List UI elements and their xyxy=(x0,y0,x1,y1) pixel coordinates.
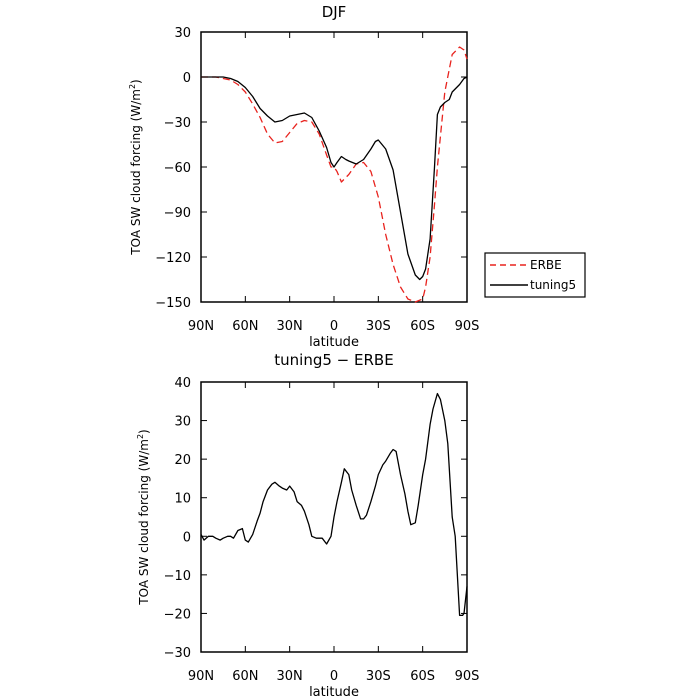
top-y-tick-label: −120 xyxy=(155,251,191,266)
bottom-chart-title: tuning5 − ERBE xyxy=(274,351,393,369)
top-x-tick-label: 0 xyxy=(330,319,338,334)
top-x-tick-label: 90N xyxy=(188,319,214,334)
top-y-axis-label: TOA SW cloud forcing (W/m2) xyxy=(128,79,143,255)
top-x-tick-label: 60N xyxy=(232,319,258,334)
bottom-series-lines xyxy=(200,392,468,617)
top-y-tick-label: −150 xyxy=(155,296,191,311)
bottom-x-tick-label: 60S xyxy=(410,669,435,684)
top-y-axis-label-superscript: 2 xyxy=(128,84,137,89)
top-x-tick-label: 90S xyxy=(455,319,480,334)
bottom-y-tick-label: 10 xyxy=(174,492,191,507)
bottom-y-tick-label: 0 xyxy=(183,530,191,545)
bottom-y-tick-label: 40 xyxy=(174,376,191,391)
legend-box xyxy=(484,252,586,298)
bottom-y-tick-label: 20 xyxy=(174,453,191,468)
top-series-line-tuning5 xyxy=(201,76,468,281)
legend-label-erbe: ERBE xyxy=(530,258,562,272)
top-series-line-erbe xyxy=(201,46,468,303)
bottom-series-line-difference xyxy=(200,392,468,617)
bottom-x-tick-label: 30S xyxy=(366,669,391,684)
bottom-y-tick-label: 30 xyxy=(174,415,191,430)
top-chart-panel: DJF latitude TOA SW cloud forcing (W/m2)… xyxy=(128,3,479,350)
bottom-x-axis-label: latitude xyxy=(309,685,359,700)
bottom-x-tick-label: 30N xyxy=(277,669,303,684)
top-axis-ticks: 90N 60N 30N 0 30S 60S 90S 30 0 −30 −60 −90 −120 −150 xyxy=(155,26,479,334)
bottom-x-tick-label: 90S xyxy=(455,669,480,684)
bottom-y-tick-label: −10 xyxy=(164,569,191,584)
top-x-axis-label: latitude xyxy=(309,335,359,350)
bottom-y-axis-label-superscript: 2 xyxy=(136,434,145,439)
top-series-lines xyxy=(201,46,468,303)
bottom-y-axis-label-close: ) xyxy=(137,429,151,434)
top-chart-title: DJF xyxy=(322,3,347,21)
top-y-tick-label: −60 xyxy=(164,161,191,176)
bottom-y-axis-label: TOA SW cloud forcing (W/m2) xyxy=(136,429,151,605)
top-y-axis-label-text: TOA SW cloud forcing (W/m xyxy=(129,89,143,256)
bottom-x-tick-label: 0 xyxy=(330,669,338,684)
top-y-axis-label-close: ) xyxy=(129,79,143,84)
top-x-tick-label: 30S xyxy=(366,319,391,334)
bottom-y-tick-label: −20 xyxy=(164,607,191,622)
top-y-tick-label: 0 xyxy=(183,71,191,86)
top-y-tick-label: −30 xyxy=(164,116,191,131)
bottom-axis-ticks: 90N 60N 30N 0 30S 60S 90S 40 30 20 10 0 −10 −20 −30 xyxy=(164,376,480,684)
top-y-tick-label: 30 xyxy=(174,26,191,41)
top-x-tick-label: 60S xyxy=(410,319,435,334)
top-y-tick-label: −90 xyxy=(164,206,191,221)
bottom-x-tick-label: 60N xyxy=(232,669,258,684)
bottom-chart-panel: tuning5 − ERBE latitude TOA SW cloud for… xyxy=(136,351,479,700)
bottom-y-tick-label: −30 xyxy=(164,646,191,661)
top-x-tick-label: 30N xyxy=(277,319,303,334)
bottom-y-axis-label-text: TOA SW cloud forcing (W/m xyxy=(137,439,151,606)
bottom-x-tick-label: 90N xyxy=(188,669,214,684)
legend-label-tuning5: tuning5 xyxy=(530,278,576,292)
legend: ERBE tuning5 xyxy=(484,252,586,298)
